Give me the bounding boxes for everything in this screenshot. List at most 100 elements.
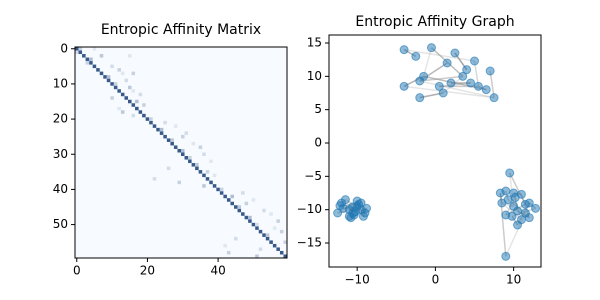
heatmap-cell bbox=[188, 156, 192, 160]
chart-title: Entropic Affinity Graph bbox=[355, 14, 514, 30]
heatmap-cell bbox=[244, 201, 249, 206]
heatmap-cell bbox=[156, 127, 160, 132]
graph-node bbox=[524, 213, 534, 223]
y-tick-label: 10 bbox=[53, 76, 68, 90]
heatmap-cell bbox=[120, 110, 125, 114]
heatmap-cell bbox=[85, 61, 90, 65]
heatmap-cell bbox=[110, 82, 114, 86]
heatmap-cell bbox=[212, 184, 217, 188]
axes-frame bbox=[74, 46, 288, 259]
heatmap-cell bbox=[135, 106, 139, 111]
graph-node bbox=[495, 188, 505, 198]
graph-node bbox=[434, 81, 444, 91]
graph-node bbox=[509, 201, 519, 211]
heatmap-cell bbox=[99, 54, 104, 58]
heatmap-cell bbox=[265, 233, 270, 237]
heatmap-cell bbox=[195, 166, 199, 171]
heatmap-cell bbox=[205, 177, 210, 181]
heatmap-cell bbox=[152, 177, 157, 181]
heatmap-cell bbox=[230, 201, 234, 206]
heatmap-cell bbox=[78, 47, 83, 51]
graph-edge bbox=[419, 75, 463, 82]
heatmap-cell bbox=[145, 117, 150, 121]
heatmap-cell bbox=[272, 243, 277, 248]
heatmap-cell bbox=[170, 141, 174, 146]
heatmap-cell bbox=[110, 96, 114, 100]
heatmap-cell bbox=[131, 113, 136, 118]
graph-node bbox=[356, 198, 366, 208]
heatmap-cell bbox=[131, 103, 136, 107]
heatmap-cell bbox=[234, 205, 238, 209]
heatmap-cell bbox=[92, 47, 97, 51]
heatmap-cell bbox=[124, 96, 128, 100]
heatmap-cell bbox=[159, 131, 164, 135]
heatmap-cell bbox=[244, 215, 249, 220]
graph-node bbox=[415, 93, 425, 103]
heatmap-cell bbox=[283, 254, 287, 258]
graph-edge bbox=[422, 47, 433, 77]
heatmap-cell bbox=[276, 247, 280, 251]
heatmap-cell bbox=[269, 212, 273, 216]
heatmap-cell bbox=[173, 145, 178, 149]
heatmap-cell bbox=[173, 124, 178, 128]
heatmap-cell bbox=[223, 243, 227, 248]
graph-node bbox=[358, 211, 368, 221]
heatmap-cell bbox=[166, 138, 171, 142]
heatmap-cell bbox=[96, 68, 100, 72]
x-tick-label: 40 bbox=[210, 264, 225, 278]
heatmap-cell bbox=[262, 208, 266, 213]
heatmap-cell bbox=[142, 103, 146, 107]
heatmap-cell bbox=[99, 71, 104, 76]
x-tick-label: 10 bbox=[506, 273, 521, 287]
heatmap-cell bbox=[110, 64, 114, 69]
heatmap-cell bbox=[181, 134, 185, 139]
x-tick-label: 20 bbox=[140, 264, 155, 278]
heatmap-cell bbox=[248, 219, 252, 223]
graph-node bbox=[501, 251, 511, 261]
heatmap-cell bbox=[120, 71, 125, 76]
heatmap-cell bbox=[258, 229, 263, 234]
heatmap-cell bbox=[124, 78, 128, 83]
y-tick-label: −5 bbox=[304, 169, 322, 183]
graph-node bbox=[415, 76, 425, 86]
graph-node bbox=[531, 203, 541, 213]
x-tick-label: −10 bbox=[344, 273, 369, 287]
heatmap-cell bbox=[166, 166, 171, 171]
heatmap-cell bbox=[237, 205, 242, 209]
graph-node bbox=[520, 199, 530, 209]
heatmap-cell bbox=[138, 110, 143, 114]
heatmap-cell bbox=[234, 236, 238, 241]
heatmap-cell bbox=[279, 250, 284, 255]
x-tick-label: 0 bbox=[432, 273, 440, 287]
y-tick-label: 30 bbox=[53, 147, 68, 161]
graph-node bbox=[446, 78, 456, 88]
heatmap-cell bbox=[120, 92, 125, 97]
heatmap-cell bbox=[191, 163, 196, 167]
heatmap-cell bbox=[251, 222, 256, 227]
heatmap-cell bbox=[117, 89, 121, 93]
heatmap-cell bbox=[251, 198, 256, 202]
heatmap-cell bbox=[191, 141, 196, 146]
y-tick-label: 0 bbox=[314, 136, 322, 150]
heatmap-cell bbox=[255, 222, 259, 227]
heatmap-cell bbox=[219, 191, 224, 195]
graph-node bbox=[426, 43, 436, 53]
heatmap-cell bbox=[113, 82, 118, 86]
heatmap-cell bbox=[106, 75, 111, 79]
heatmap-cell bbox=[113, 85, 118, 90]
heatmap-cell bbox=[75, 50, 79, 55]
graph-node bbox=[510, 193, 520, 203]
y-tick-label: 10 bbox=[307, 69, 322, 83]
heatmap-cell bbox=[195, 163, 199, 167]
chart-title: Entropic Affinity Matrix bbox=[101, 22, 261, 38]
heatmap-cell bbox=[202, 173, 206, 178]
graph-node bbox=[470, 56, 480, 66]
heatmap-cell bbox=[181, 148, 185, 153]
heatmap-cell bbox=[89, 61, 93, 65]
heatmap-cell bbox=[128, 99, 132, 104]
graph-node bbox=[497, 198, 507, 208]
heatmap-cell bbox=[223, 194, 227, 199]
heatmap-cell bbox=[209, 180, 213, 185]
heatmap-cell bbox=[78, 50, 83, 55]
heatmap-cell bbox=[226, 198, 231, 202]
